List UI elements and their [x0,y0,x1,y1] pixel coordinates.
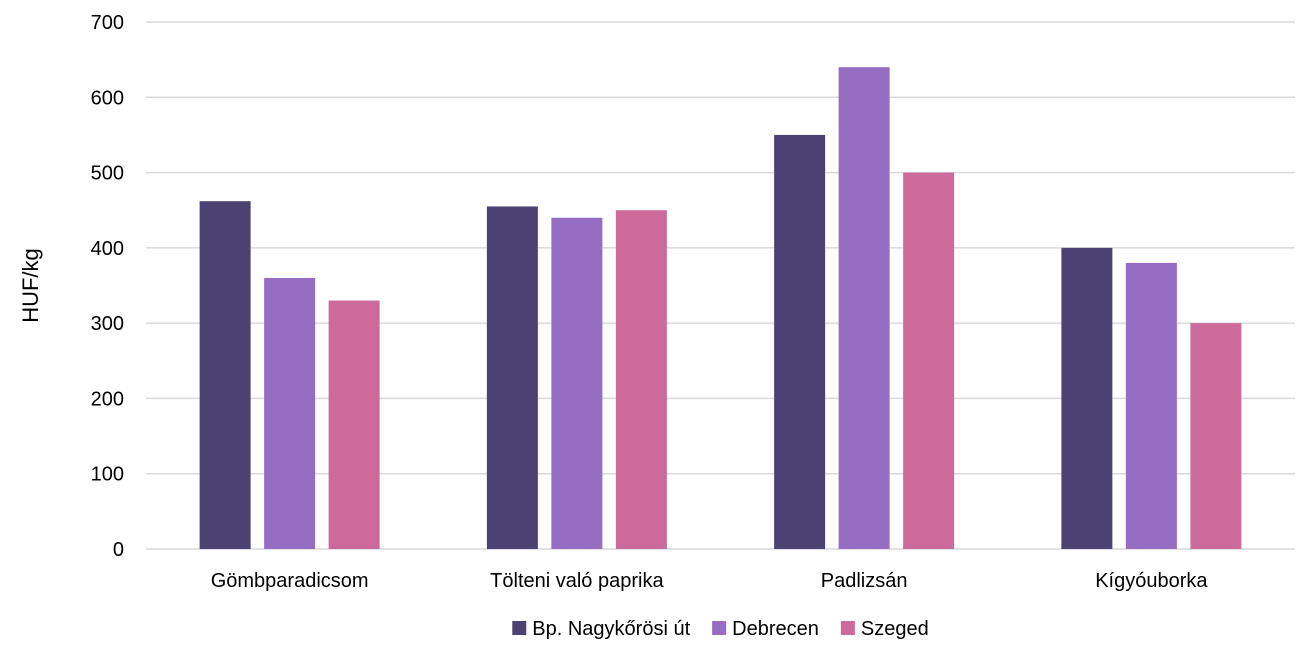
legend-swatch [512,621,527,635]
legend-item: Debrecen [712,618,819,640]
category-label: Gömbparadicsom [211,570,369,592]
category-label: Padlizsán [821,570,908,592]
legend-item: Bp. Nagykőrösi út [512,618,691,640]
bar-3-3 [903,172,955,550]
legend: Bp. Nagykőrösi út Debrecen Szeged [512,618,929,640]
legend-swatch [840,621,855,635]
bar-1-3 [774,134,826,549]
legend-item: Szeged [840,618,929,640]
legend-label: Debrecen [732,618,819,640]
y-tick-label: 600 [91,87,124,109]
bar-2-2 [551,217,603,549]
bar-3-1 [328,300,380,549]
y-tick-label: 500 [91,163,124,185]
y-tick-label: 700 [91,12,124,34]
y-axis-title: HUF/kg [18,248,43,323]
bar-3-4 [1190,323,1242,549]
bar-2-4 [1125,262,1177,549]
y-tick-label: 200 [91,388,124,410]
bar-1-2 [486,206,538,549]
bar-3-2 [615,210,667,549]
y-axis-ticks: 0 100 200 300 400 500 600 700 [91,12,124,561]
bar-2-1 [264,277,316,549]
bar-1-4 [1061,247,1113,549]
y-tick-label: 0 [113,539,124,561]
legend-swatch [712,621,727,635]
y-tick-label: 400 [91,238,124,260]
legend-label: Szeged [861,618,929,640]
category-label: Kígyóuborka [1095,570,1208,592]
y-tick-label: 300 [91,313,124,335]
y-tick-label: 100 [91,464,124,486]
legend-label: Bp. Nagykőrösi út [532,618,690,640]
bar-2-3 [838,67,890,550]
bar-1-1 [199,201,251,549]
bars [199,67,1242,550]
x-axis-categories: Gömbparadicsom Tölteni való paprika Padliz… [211,570,1209,592]
gridlines [146,21,1295,550]
category-label: Tölteni való paprika [490,570,664,592]
